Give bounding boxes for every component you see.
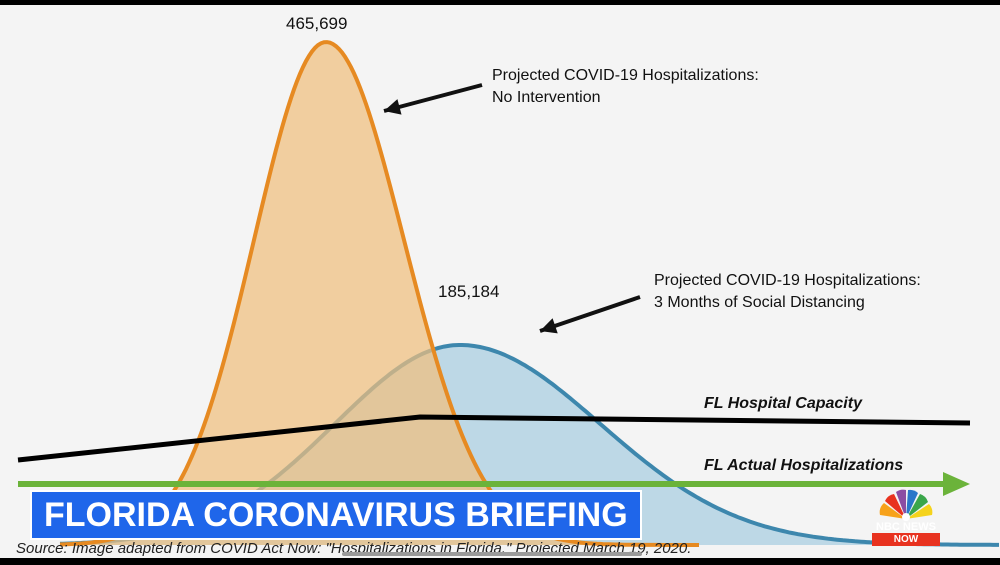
arrow-social-distancing-shaft <box>539 295 641 333</box>
nbc-peacock-icon <box>879 489 933 521</box>
briefing-banner: FLORIDA CORONAVIRUS BRIEFING <box>30 490 642 540</box>
annotation-social-distancing-line2: 3 Months of Social Distancing <box>654 294 865 311</box>
video-frame: FL Hospital Capacity FL Actual Hospitaliz… <box>0 5 1000 558</box>
arrow-no-intervention-head <box>384 99 402 115</box>
hospitalization-chart: FL Hospital Capacity FL Actual Hospitaliz… <box>17 14 999 547</box>
video-scrub-bar[interactable] <box>342 552 642 556</box>
peak-label-no-intervention: 465,699 <box>286 14 347 33</box>
series-no-intervention-area <box>60 42 699 545</box>
actual-hospitalizations-label: FL Actual Hospitalizations <box>704 457 903 474</box>
hospital-capacity-label: FL Hospital Capacity <box>704 395 863 412</box>
actual-hospitalizations-arrowhead <box>943 472 970 496</box>
now-badge: NOW <box>872 533 940 546</box>
nbc-news-wordmark: NBC NEWS <box>876 521 936 533</box>
annotation-no-intervention-line2: No Intervention <box>492 89 601 106</box>
peak-label-social-distancing: 185,184 <box>438 282 499 301</box>
hospital-capacity-line <box>17 414 971 463</box>
arrow-social-distancing-head <box>540 318 558 334</box>
banner-title: FLORIDA CORONAVIRUS BRIEFING <box>44 496 628 534</box>
arrow-no-intervention-shaft <box>383 83 483 113</box>
annotation-no-intervention-line1: Projected COVID-19 Hospitalizations: <box>492 67 759 84</box>
annotation-social-distancing-line1: Projected COVID-19 Hospitalizations: <box>654 272 921 289</box>
